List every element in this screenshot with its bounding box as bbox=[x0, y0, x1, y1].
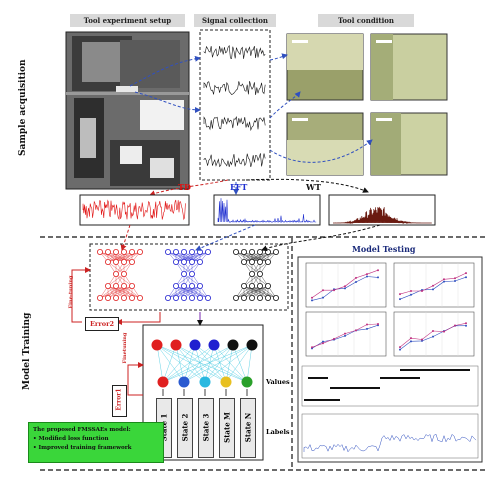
state-box-5: State N bbox=[240, 398, 256, 458]
label-finetuning: Finetuning bbox=[122, 332, 128, 364]
state-box-3: State 3 bbox=[198, 398, 214, 458]
td-waveform bbox=[82, 199, 186, 221]
label-td: TD bbox=[178, 182, 191, 192]
acquisition-arrows bbox=[129, 53, 373, 163]
output-node bbox=[157, 376, 169, 388]
proposed-bullet-2: • Improved training framework bbox=[33, 445, 132, 451]
error1-feedback bbox=[127, 362, 144, 396]
header-tool-setup: Tool experiment setup bbox=[70, 14, 185, 27]
label-wt: WT bbox=[306, 182, 321, 192]
label-values: Values bbox=[266, 378, 290, 386]
wt-signal-box bbox=[328, 194, 436, 226]
autoencoder-frame bbox=[89, 243, 289, 311]
header-tool-condition: Tool condition bbox=[318, 14, 414, 27]
output-node bbox=[178, 376, 190, 388]
signal-trace-4 bbox=[203, 153, 266, 168]
label-error2: Error2 bbox=[85, 317, 119, 331]
test-plot-1 bbox=[305, 262, 387, 308]
label-fft: FFT bbox=[230, 182, 248, 192]
softmax-layer bbox=[151, 339, 258, 396]
state-label: State M bbox=[222, 412, 232, 443]
label-model-training: Model Training bbox=[22, 312, 32, 390]
label-fine-tuning: Fine-tuning bbox=[68, 275, 74, 309]
proposed-bullet-1: • Modified loss function bbox=[33, 436, 109, 442]
machine-photo bbox=[65, 31, 190, 190]
hidden-node bbox=[189, 339, 201, 351]
wt-scalogram bbox=[333, 206, 432, 225]
values-strip bbox=[301, 365, 479, 407]
state-box-4: State M bbox=[219, 398, 235, 458]
labels-strip bbox=[301, 413, 479, 459]
signal-traces bbox=[203, 44, 266, 168]
microscope-photos bbox=[286, 33, 448, 176]
proposed-model-box: The proposed FMSSAEs model: • Modified l… bbox=[28, 422, 164, 463]
output-node bbox=[241, 376, 253, 388]
state-label: State N bbox=[243, 412, 253, 443]
hidden-node bbox=[227, 339, 239, 351]
autoencoder-networks bbox=[97, 248, 279, 301]
td-signal-box bbox=[79, 194, 190, 226]
error1-text: Error1 bbox=[115, 388, 123, 411]
label-labels: Labels bbox=[266, 428, 290, 436]
signal-trace-3 bbox=[203, 116, 266, 132]
test-plot-3 bbox=[305, 311, 387, 357]
hidden-node bbox=[208, 339, 220, 351]
hidden-node bbox=[170, 339, 182, 351]
output-node bbox=[199, 376, 211, 388]
transform-arrows bbox=[149, 178, 369, 197]
test-plot-2 bbox=[393, 262, 475, 308]
autoencoder-blue bbox=[164, 248, 211, 301]
signal-trace-1 bbox=[203, 44, 266, 60]
input-arrows bbox=[120, 224, 381, 252]
hidden-node bbox=[151, 339, 163, 351]
output-node bbox=[220, 376, 232, 388]
fft-spectrum bbox=[217, 198, 317, 223]
label-error1: Error1 bbox=[112, 385, 127, 417]
state-box-2: State 2 bbox=[177, 398, 193, 458]
autoencoder-red bbox=[97, 248, 143, 301]
test-plot-4 bbox=[393, 311, 475, 357]
proposed-title: The proposed FMSSAEs model: bbox=[33, 427, 131, 433]
model-testing-panel bbox=[297, 256, 483, 463]
state-label: State 3 bbox=[201, 413, 211, 442]
signal-collection-panel bbox=[199, 29, 271, 181]
autoencoder-black bbox=[232, 248, 279, 301]
signal-trace-2 bbox=[203, 81, 266, 95]
label-sample-acquisition: Sample acquisition bbox=[18, 59, 28, 156]
fft-signal-box bbox=[213, 194, 321, 226]
label-model-testing: Model Testing bbox=[352, 244, 416, 254]
state-label: State 2 bbox=[180, 413, 190, 442]
header-signal-collection: Signal collection bbox=[194, 14, 276, 27]
error2-feedback bbox=[71, 267, 161, 325]
hidden-node bbox=[246, 339, 258, 351]
